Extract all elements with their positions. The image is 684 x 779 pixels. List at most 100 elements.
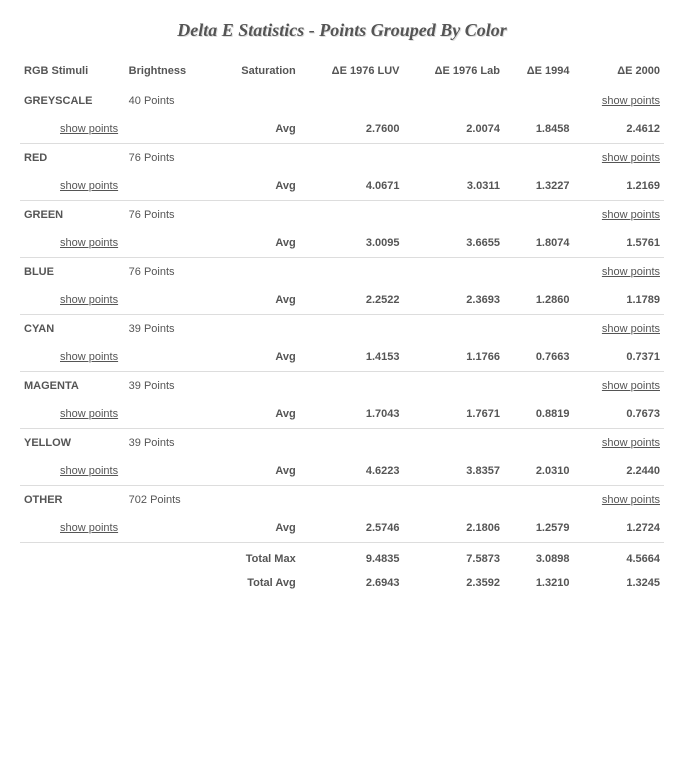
group-header-row: MAGENTA39 Points show points (20, 372, 664, 401)
group-header-row: BLUE76 Points show points (20, 258, 664, 287)
avg-d00: 1.2169 (573, 172, 664, 201)
avg-luv: 4.6223 (300, 457, 404, 486)
group-points: 39 Points (125, 315, 215, 344)
avg-luv: 4.0671 (300, 172, 404, 201)
show-points-link[interactable]: show points (60, 351, 118, 363)
show-points-link[interactable]: show points (602, 95, 660, 107)
col-brightness: Brightness (125, 59, 215, 87)
avg-luv: 2.5746 (300, 514, 404, 543)
group-name: GREEN (20, 201, 125, 230)
show-points-link[interactable]: show points (60, 123, 118, 135)
total-max-luv: 9.4835 (300, 543, 404, 570)
avg-d00: 2.2440 (573, 457, 664, 486)
total-max-lab: 7.5873 (404, 543, 504, 570)
group-name: YELLOW (20, 429, 125, 458)
table-header-row: RGB Stimuli Brightness Saturation ΔE 197… (20, 59, 664, 87)
avg-label: Avg (214, 172, 299, 201)
avg-lab: 3.6655 (404, 229, 504, 258)
show-points-link[interactable]: show points (60, 522, 118, 534)
group-avg-row: show pointsAvg3.00953.66551.80741.5761 (20, 229, 664, 258)
show-points-link[interactable]: show points (602, 437, 660, 449)
avg-d00: 1.2724 (573, 514, 664, 543)
col-stimuli: RGB Stimuli (20, 59, 125, 87)
avg-d00: 0.7371 (573, 343, 664, 372)
group-points: 76 Points (125, 258, 215, 287)
group-name: RED (20, 144, 125, 173)
total-max-d00: 4.5664 (573, 543, 664, 570)
col-saturation: Saturation (214, 59, 299, 87)
avg-d94: 1.8074 (504, 229, 574, 258)
group-points: 39 Points (125, 429, 215, 458)
avg-lab: 3.8357 (404, 457, 504, 486)
group-header-row: GREYSCALE40 Points show points (20, 87, 664, 115)
avg-luv: 1.7043 (300, 400, 404, 429)
show-points-link[interactable]: show points (60, 408, 118, 420)
avg-label: Avg (214, 514, 299, 543)
show-points-link[interactable]: show points (60, 237, 118, 249)
group-header-row: CYAN39 Points show points (20, 315, 664, 344)
group-header-row: YELLOW39 Points show points (20, 429, 664, 458)
total-max-row: Total Max 9.4835 7.5873 3.0898 4.5664 (20, 543, 664, 570)
col-de1976luv: ΔE 1976 LUV (300, 59, 404, 87)
total-avg-label: Total Avg (214, 569, 299, 597)
total-max-label: Total Max (214, 543, 299, 570)
avg-luv: 3.0095 (300, 229, 404, 258)
avg-d00: 0.7673 (573, 400, 664, 429)
group-points: 39 Points (125, 372, 215, 401)
group-name: MAGENTA (20, 372, 125, 401)
avg-lab: 1.7671 (404, 400, 504, 429)
avg-label: Avg (214, 343, 299, 372)
show-points-link[interactable]: show points (602, 494, 660, 506)
avg-lab: 2.3693 (404, 286, 504, 315)
total-avg-d00: 1.3245 (573, 569, 664, 597)
avg-label: Avg (214, 286, 299, 315)
avg-luv: 2.7600 (300, 115, 404, 144)
avg-lab: 2.1806 (404, 514, 504, 543)
group-points: 76 Points (125, 144, 215, 173)
total-max-d94: 3.0898 (504, 543, 574, 570)
avg-luv: 1.4153 (300, 343, 404, 372)
show-points-link[interactable]: show points (602, 209, 660, 221)
show-points-link[interactable]: show points (602, 266, 660, 278)
group-name: OTHER (20, 486, 125, 515)
total-avg-luv: 2.6943 (300, 569, 404, 597)
col-de1976lab: ΔE 1976 Lab (404, 59, 504, 87)
statistics-table: RGB Stimuli Brightness Saturation ΔE 197… (20, 59, 664, 597)
group-name: BLUE (20, 258, 125, 287)
avg-d94: 1.2860 (504, 286, 574, 315)
group-points: 40 Points (125, 87, 215, 115)
group-avg-row: show points Avg2.57462.18061.25791.2724 (20, 514, 664, 543)
show-points-link[interactable]: show points (60, 294, 118, 306)
avg-lab: 1.1766 (404, 343, 504, 372)
show-points-link[interactable]: show points (602, 152, 660, 164)
group-name: GREYSCALE (20, 87, 125, 115)
group-avg-row: show pointsAvg1.41531.17660.76630.7371 (20, 343, 664, 372)
avg-d94: 1.2579 (504, 514, 574, 543)
group-avg-row: show pointsAvg1.70431.76710.88190.7673 (20, 400, 664, 429)
avg-luv: 2.2522 (300, 286, 404, 315)
total-avg-row: Total Avg 2.6943 2.3592 1.3210 1.3245 (20, 569, 664, 597)
avg-d94: 1.3227 (504, 172, 574, 201)
group-name: CYAN (20, 315, 125, 344)
show-points-link[interactable]: show points (60, 465, 118, 477)
show-points-link[interactable]: show points (602, 380, 660, 392)
avg-d00: 1.1789 (573, 286, 664, 315)
avg-label: Avg (214, 457, 299, 486)
avg-d94: 2.0310 (504, 457, 574, 486)
page-title: Delta E Statistics - Points Grouped By C… (20, 20, 664, 41)
avg-d00: 2.4612 (573, 115, 664, 144)
col-de1994: ΔE 1994 (504, 59, 574, 87)
total-avg-lab: 2.3592 (404, 569, 504, 597)
group-points: 76 Points (125, 201, 215, 230)
group-avg-row: show points Avg4.06713.03111.32271.2169 (20, 172, 664, 201)
group-avg-row: show points Avg4.62233.83572.03102.2440 (20, 457, 664, 486)
group-header-row: OTHER702 Pointsshow points (20, 486, 664, 515)
total-avg-d94: 1.3210 (504, 569, 574, 597)
show-points-link[interactable]: show points (60, 180, 118, 192)
avg-label: Avg (214, 400, 299, 429)
group-header-row: GREEN76 Points show points (20, 201, 664, 230)
avg-lab: 2.0074 (404, 115, 504, 144)
avg-lab: 3.0311 (404, 172, 504, 201)
show-points-link[interactable]: show points (602, 323, 660, 335)
group-header-row: RED76 Points show points (20, 144, 664, 173)
